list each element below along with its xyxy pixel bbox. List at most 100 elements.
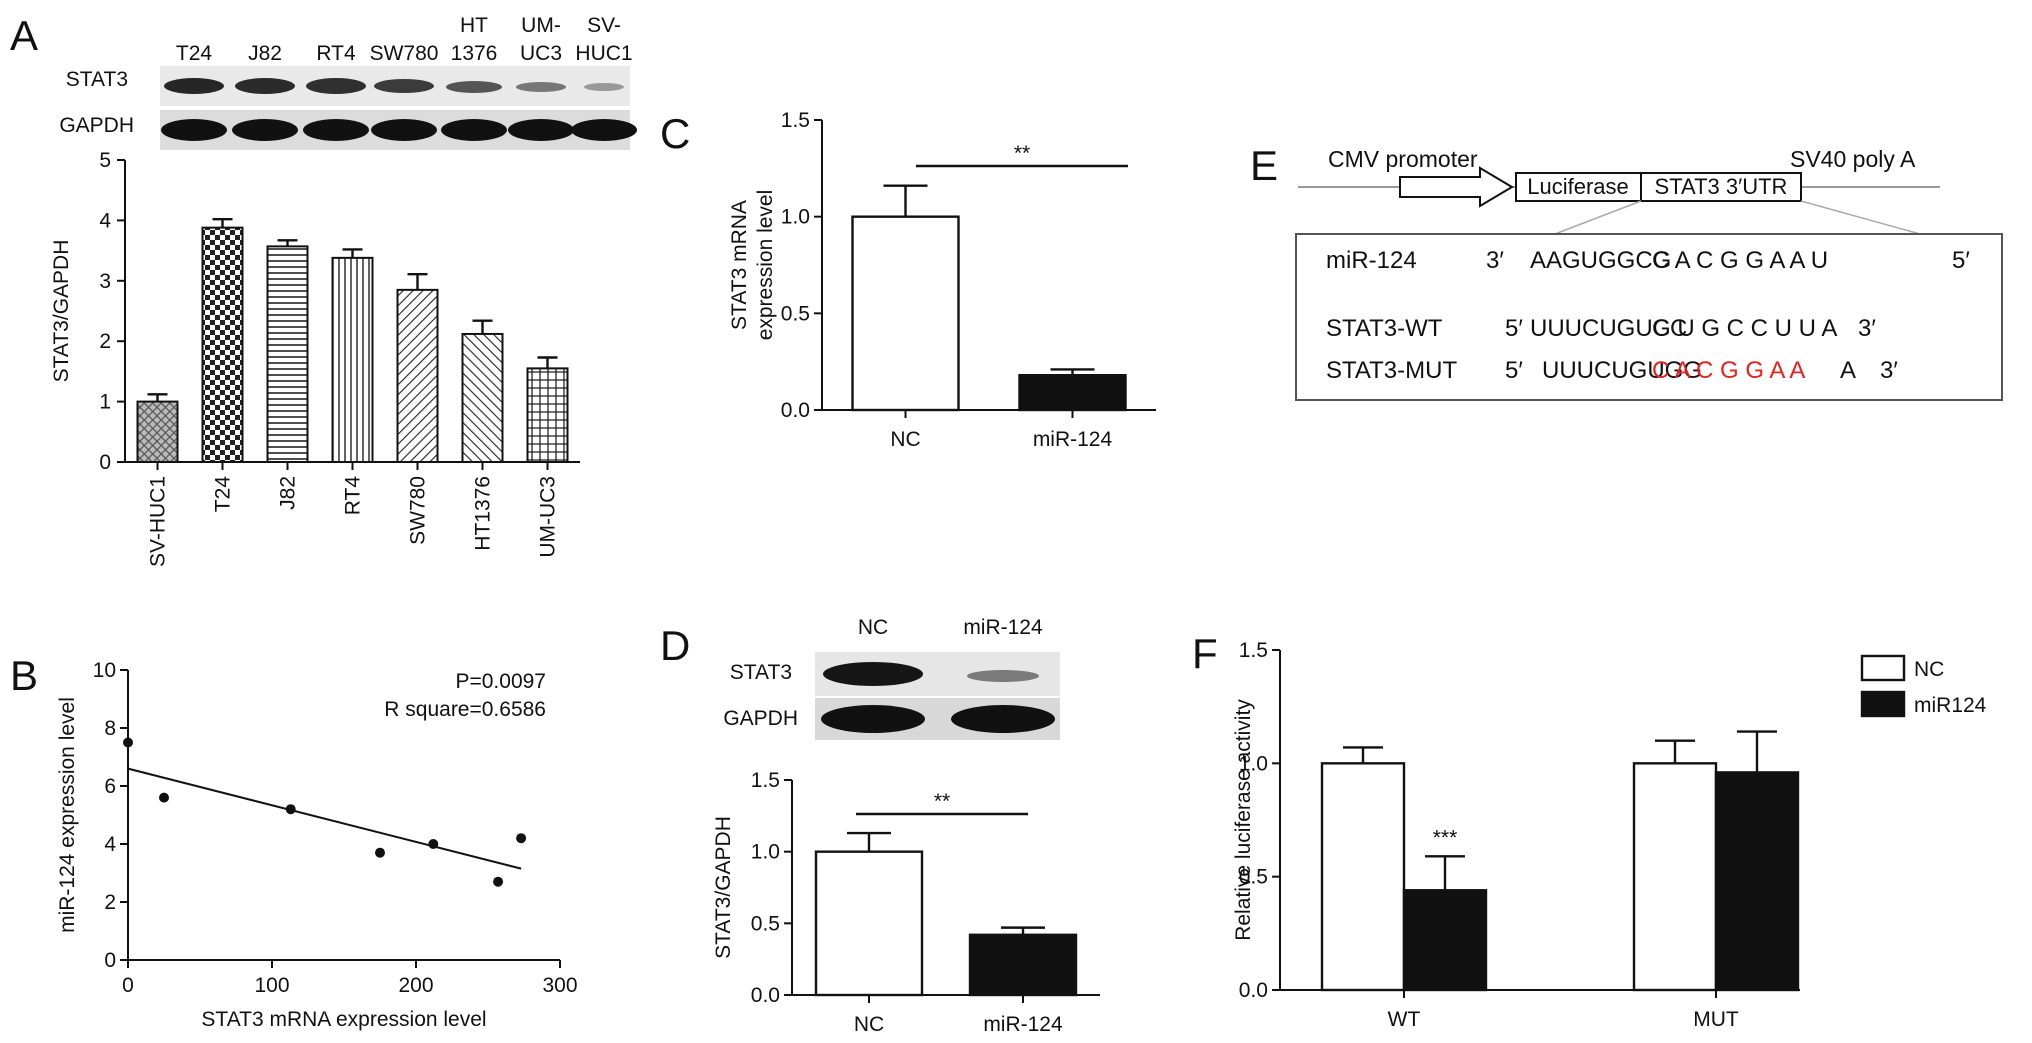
blot-a-lane-label: UM- <box>521 14 561 37</box>
zoom-line-left <box>1554 200 1642 235</box>
x-tick-label: HT1376 <box>472 476 495 551</box>
promoter-arrow <box>1399 166 1514 208</box>
utr-label: STAT3 3′UTR <box>1655 174 1788 199</box>
scatter-point <box>285 804 296 815</box>
blot-a-stat3-bands <box>164 78 624 94</box>
panel-label-c: C <box>660 110 690 157</box>
bar <box>814 850 924 997</box>
bar <box>1714 771 1800 992</box>
y-axis-label: expression level <box>754 190 777 341</box>
blot-a: T24 J82 RT4 SW780 HT 1376 UM- UC3 SV- HU… <box>59 14 637 150</box>
x-tick-label: UM-UC3 <box>537 476 560 558</box>
blot-band <box>306 78 366 94</box>
scatter-point <box>159 792 169 803</box>
legend-label: NC <box>1914 658 1944 681</box>
sequence-box <box>1295 233 2003 401</box>
seq-end-right: 5′ <box>1952 247 1970 274</box>
blot-band <box>446 81 502 93</box>
x-tick-label: 100 <box>254 974 289 997</box>
legend-swatch <box>1860 654 1906 682</box>
chart-a: 0 1 2 3 4 5 SV-HUC1 T24 J82 RT4 SW780 HT1376 UM-UC3 S… <box>50 149 580 567</box>
luciferase-label: Luciferase <box>1527 174 1629 199</box>
seq-name: STAT3-MUT <box>1326 357 1457 384</box>
chart-d: 0.0 0.5 1.0 1.5 NC miR-124 ** STAT3/GAPDH <box>712 769 1100 1036</box>
blot-band <box>967 670 1039 682</box>
scatter-point <box>428 839 439 849</box>
x-tick-label: T24 <box>212 476 235 513</box>
seq-end-right: 3′ <box>1880 357 1898 384</box>
bar <box>266 245 309 463</box>
y-tick-label: 0.0 <box>781 399 810 422</box>
y-tick-label: 1.0 <box>1239 752 1268 775</box>
y-tick-label: 0.0 <box>751 984 780 1007</box>
blot-d-row-label-stat3: STAT3 <box>730 661 792 684</box>
seq-name: STAT3-WT <box>1326 315 1443 342</box>
blot-a-lane-label: UC3 <box>520 42 562 65</box>
seq-row-stat3-wt: STAT3-WT 5′ UUUCUGUCC G U G C C U U A 3′ <box>1326 315 1876 342</box>
y-axis-label: STAT3 mRNA <box>728 200 751 330</box>
blot-band <box>821 705 925 733</box>
seq-site: G U G C C U U A <box>1652 315 1837 342</box>
seq-body: UUUCUGUCC <box>1530 315 1687 342</box>
blot-a-lane-label: HUC1 <box>575 42 632 65</box>
bar <box>1018 374 1127 412</box>
zoom-line-right <box>1800 200 1921 235</box>
bar <box>968 933 1078 997</box>
blot-band <box>164 78 224 94</box>
blot-band <box>374 79 434 93</box>
y-tick-label: 0.5 <box>1239 866 1268 889</box>
x-tick-label: miR-124 <box>983 1013 1063 1036</box>
regression-line <box>127 767 522 870</box>
significance-marker: *** <box>1433 826 1458 849</box>
sv40-polya-label: SV40 poly A <box>1790 146 1916 172</box>
y-axis-label: miR-124 expression level <box>56 697 79 933</box>
y-tick-label: 2 <box>104 891 116 914</box>
blot-band <box>823 662 923 686</box>
panel-label-a: A <box>10 12 38 59</box>
y-tick-label: 6 <box>104 775 116 798</box>
y-tick-label: 1.5 <box>781 109 810 132</box>
blot-a-lane-label: SW780 <box>370 42 439 65</box>
panel-label-f: F <box>1192 630 1218 677</box>
bar <box>396 288 439 463</box>
x-tick-label: 300 <box>542 974 577 997</box>
x-tick-label: RT4 <box>342 476 365 516</box>
bar <box>331 256 374 463</box>
blot-band <box>303 119 369 141</box>
blot-band <box>232 119 298 141</box>
scatter-point <box>516 833 527 844</box>
annotation-p-value: P=0.0097 <box>455 670 546 693</box>
y-tick-label: 8 <box>104 717 116 740</box>
x-tick-label: 200 <box>398 974 433 997</box>
y-axis-label: STAT3/GAPDH <box>712 816 735 959</box>
seq-end-left: 5′ <box>1505 315 1523 342</box>
y-tick-label: 4 <box>99 209 111 232</box>
bar <box>1320 762 1406 992</box>
y-tick-label: 2 <box>99 330 111 353</box>
y-axis-label: Relative luciferase activity <box>1232 699 1255 941</box>
bar <box>851 215 960 412</box>
seq-name: miR-124 <box>1326 247 1417 274</box>
x-tick-label: 0 <box>122 974 134 997</box>
seq-body: AAGUGGCG <box>1530 247 1671 274</box>
blot-d-lane-label-mir124: miR-124 <box>963 616 1043 639</box>
blot-a-gapdh-bands <box>161 119 637 141</box>
blot-band <box>161 119 227 141</box>
legend-label: miR124 <box>1914 694 1987 717</box>
y-tick-label: 5 <box>99 149 111 172</box>
bar <box>1402 889 1488 992</box>
x-tick-label: WT <box>1388 1008 1421 1031</box>
x-tick-label: J82 <box>277 476 300 510</box>
scatter-point <box>123 737 133 748</box>
blot-a-lane-label: 1376 <box>451 42 498 65</box>
x-tick-label: NC <box>890 428 920 451</box>
seq-tail: A <box>1840 357 1856 384</box>
y-tick-label: 10 <box>93 659 116 682</box>
blot-a-row-label-stat3: STAT3 <box>66 68 128 91</box>
panel-label-e: E <box>1250 142 1278 189</box>
y-tick-label: 0.5 <box>781 302 810 325</box>
panel-label-d: D <box>660 622 690 669</box>
blot-d-lane-label-nc: NC <box>858 616 888 639</box>
x-tick-label: SW780 <box>407 476 430 545</box>
y-tick-label: 1.5 <box>751 769 780 792</box>
